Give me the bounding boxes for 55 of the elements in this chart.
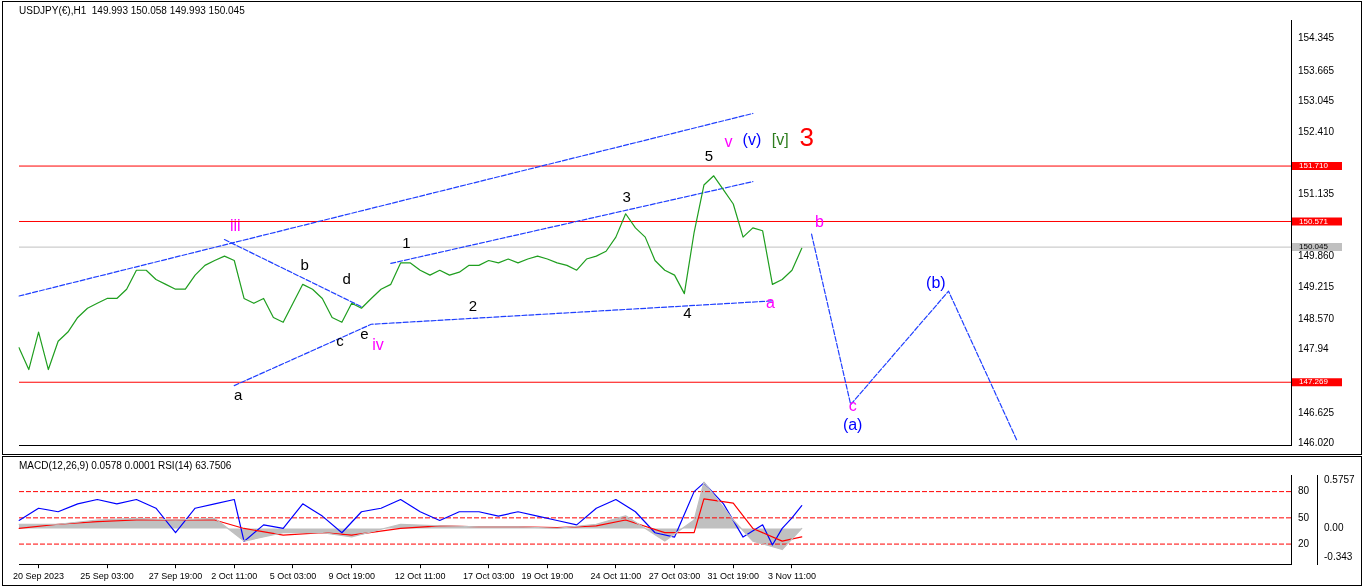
chart-title: USDJPY(€),H1 149.993 150.058 149.993 150.045: [19, 4, 246, 16]
y-tick-label: 149.860: [1298, 249, 1335, 261]
y-tick-label: 152.410: [1298, 125, 1335, 137]
annotation: 2: [468, 297, 478, 315]
x-tick-label: 19 Oct 19:00: [521, 571, 574, 582]
annotation: (b): [926, 273, 946, 291]
x-tick-label: 24 Oct 11:00: [590, 571, 642, 582]
annotation: d: [342, 269, 351, 287]
annotation: iv: [372, 336, 384, 354]
y-tick-label: 146.625: [1298, 407, 1335, 419]
annotation: a: [233, 386, 243, 404]
x-tick-label: 2 Oct 11:00: [211, 571, 258, 582]
annotation: 4: [683, 303, 692, 321]
x-tick-label: 27 Oct 03:00: [648, 571, 701, 582]
annotation: 5: [704, 147, 713, 165]
y-tick-label: 50: [1298, 511, 1310, 523]
x-tick-label: 20 Sep 2023: [13, 571, 65, 582]
annotation: e: [360, 324, 369, 342]
y2-tick-label: 0.00: [1324, 522, 1344, 534]
y-tick-label: 151.135: [1298, 187, 1335, 199]
x-tick-label: 5 Oct 03:00: [269, 571, 317, 582]
annotation: (v): [742, 131, 762, 149]
annotation: a: [766, 293, 776, 311]
annotation: 3: [799, 122, 814, 153]
x-tick-label: 12 Oct 11:00: [394, 571, 446, 582]
x-tick-label: 25 Sep 03:00: [80, 571, 134, 582]
y-tick-label: 149.215: [1298, 281, 1335, 293]
annotation: [v]: [771, 131, 789, 149]
y-tick-label: 153.665: [1298, 64, 1335, 76]
x-tick-label: 9 Oct 19:00: [328, 571, 375, 582]
annotation: 1: [402, 233, 411, 251]
y-tick-label: 154.345: [1298, 31, 1335, 43]
annotation: 3: [622, 187, 631, 205]
y2-tick-label: -0.343: [1324, 551, 1353, 563]
x-tick-label: 17 Oct 03:00: [462, 571, 515, 582]
annotation: b: [300, 255, 309, 273]
ref-line-label: 150.045: [1299, 242, 1329, 252]
ref-line-label: 151.710: [1299, 161, 1329, 171]
annotation: c: [848, 396, 857, 414]
ref-line-label: 147.269: [1299, 377, 1329, 387]
x-tick-label: 27 Sep 19:00: [148, 571, 203, 582]
x-tick-label: 3 Nov 11:00: [768, 571, 816, 582]
y-tick-label: 20: [1298, 537, 1310, 549]
y2-tick-label: 0.5757: [1324, 473, 1356, 485]
ref-line-label: 150.571: [1299, 216, 1329, 226]
y-tick-label: 80: [1298, 485, 1310, 497]
y-tick-label: 153.045: [1298, 94, 1335, 106]
y-tick-label: 146.020: [1298, 436, 1335, 448]
annotation: iii: [229, 216, 241, 234]
chart-title: MACD(12,26,9) 0.0578 0.0001 RSI(14) 63.7506: [19, 459, 232, 471]
annotation: v: [724, 133, 733, 151]
x-tick-label: 31 Oct 19:00: [707, 571, 760, 582]
y-tick-label: 147.94: [1298, 343, 1330, 355]
annotation: (a): [842, 415, 863, 433]
y-tick-label: 148.570: [1298, 312, 1335, 324]
